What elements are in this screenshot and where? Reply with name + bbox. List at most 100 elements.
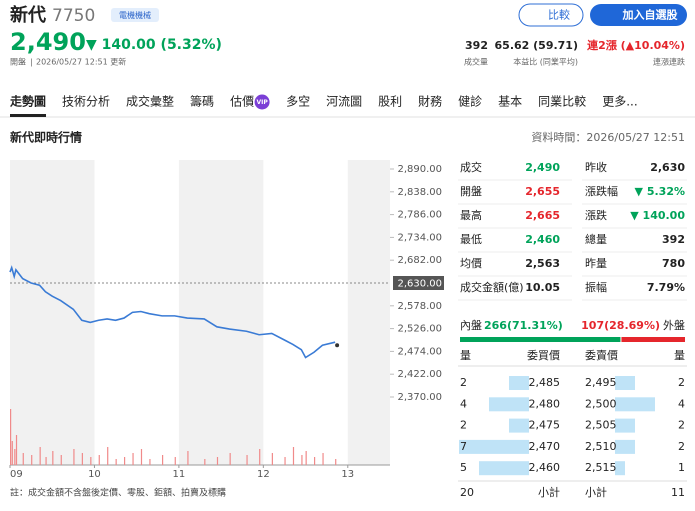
- tab[interactable]: 技術分析: [62, 95, 110, 109]
- compare-label[interactable]: 比較: [548, 8, 570, 22]
- quote-label: 成交金額(億): [460, 280, 524, 294]
- quote-value: ▼ 140.00: [630, 209, 685, 222]
- quote-value: 392: [662, 233, 685, 246]
- volume-bar: [259, 449, 261, 465]
- session-band: [178, 160, 264, 465]
- bid-qty: 2: [460, 376, 467, 389]
- ref-label: 2,630.00: [397, 279, 442, 290]
- volume-bar: [39, 447, 41, 465]
- ask-bar: [615, 418, 635, 433]
- tab[interactable]: 走勢圖: [10, 94, 46, 109]
- ask-total: 11: [671, 486, 685, 499]
- volume-bar: [73, 449, 75, 465]
- ask-price: 2,510: [585, 440, 617, 453]
- bid-bar: [509, 376, 529, 390]
- volume-bar: [52, 451, 54, 465]
- ask-bar: [615, 461, 625, 476]
- y-tick-label: 2,734.00: [397, 232, 442, 243]
- quote-label: 成交: [460, 160, 482, 174]
- quote-label: 最低: [460, 233, 482, 246]
- price-change: ▼ 140.00 (5.32%): [86, 37, 222, 53]
- bid-price: 2,460: [529, 461, 561, 474]
- bid-bar: [489, 397, 529, 412]
- industry-badge[interactable]: 電機機械: [119, 10, 151, 20]
- volume-bar: [292, 447, 295, 465]
- bid-bar: [479, 461, 529, 476]
- outer-value: 107(28.69%): [581, 319, 660, 332]
- tab[interactable]: 更多...: [602, 95, 637, 109]
- y-tick-label: 2,474.00: [397, 346, 442, 357]
- tab[interactable]: 基本: [498, 95, 522, 109]
- bid-bar: [509, 418, 529, 433]
- book-header: 量: [460, 349, 471, 362]
- compare-button[interactable]: [518, 3, 584, 27]
- watchlist-label[interactable]: 加入自選股: [622, 8, 679, 22]
- volume-bar: [187, 451, 189, 465]
- outer-label: 外盤: [663, 319, 685, 332]
- quote-label: 均價: [460, 256, 482, 270]
- badge-bg: [111, 8, 159, 22]
- quote-value: 2,490: [525, 161, 560, 174]
- volume-bar: [204, 459, 206, 465]
- volume-bar: [314, 457, 316, 465]
- volume-bar: [174, 457, 176, 465]
- quote-label: 漲跌幅: [585, 184, 618, 198]
- volume-bar: [162, 455, 164, 465]
- ask-price: 2,505: [585, 419, 617, 432]
- footnote: 註：成交金額不含盤後定價、零股、鉅額、拍賣及標購: [10, 487, 226, 499]
- bid-price: 2,485: [529, 376, 561, 389]
- tab[interactable]: 同業比較: [538, 94, 586, 109]
- ask-bar: [615, 397, 655, 412]
- quote-value: 2,665: [525, 209, 560, 222]
- quote-value: 10.05: [525, 281, 560, 294]
- tab[interactable]: 河流圖: [326, 95, 362, 109]
- inner-label: 內盤: [460, 319, 482, 332]
- ask-price: 2,515: [585, 461, 617, 474]
- y-tick-label: 2,526.00: [397, 324, 442, 335]
- tab[interactable]: 籌碼: [190, 95, 214, 109]
- quote-value: 780: [662, 257, 685, 270]
- bid-price: 2,470: [529, 440, 561, 453]
- tab[interactable]: 成交彙整: [126, 94, 174, 109]
- last-point: [335, 343, 340, 348]
- volume-bar: [305, 451, 307, 465]
- volume-bar: [60, 455, 62, 465]
- stat-value: 連2漲 (▲10.04%): [587, 38, 685, 52]
- ask-qty: 2: [678, 440, 685, 453]
- outer-bar: [621, 337, 685, 342]
- quote-value: 2,460: [525, 233, 560, 246]
- volume-bar: [90, 457, 92, 465]
- section-time: 資料時間：2026/05/27 12:51: [531, 130, 685, 144]
- watchlist-button[interactable]: [590, 4, 687, 26]
- tab[interactable]: 股利: [378, 95, 402, 109]
- x-tick-label: 12: [257, 469, 270, 480]
- ask-bar: [615, 376, 635, 390]
- inner-bar: [460, 337, 621, 342]
- tab[interactable]: 多空: [286, 95, 310, 109]
- volume-bar: [31, 455, 33, 465]
- stat-label: 連漲連跌: [653, 57, 685, 67]
- volume-bar: [22, 453, 24, 465]
- stat-label: 本益比 (同業平均): [513, 57, 578, 67]
- bid-qty: 7: [460, 440, 467, 453]
- tab[interactable]: 財務: [418, 94, 442, 109]
- volume-bar: [284, 457, 286, 465]
- ask-qty: 1: [678, 461, 685, 474]
- volume-bar: [81, 453, 83, 465]
- session: 開盤: [10, 57, 26, 67]
- subtotal-label: 小計: [585, 485, 607, 499]
- volume-bar: [15, 435, 18, 465]
- bid-qty: 5: [460, 461, 467, 474]
- quote-label: 昨收: [585, 160, 607, 174]
- quote-value: 7.79%: [647, 281, 685, 294]
- volume-bar: [229, 453, 231, 465]
- quote-value: 2,630: [650, 161, 685, 174]
- volume-bar: [132, 453, 134, 465]
- tab[interactable]: 估價: [230, 95, 254, 109]
- volume-bar: [124, 457, 126, 465]
- tab[interactable]: 健診: [458, 94, 482, 109]
- volume-bar: [216, 457, 219, 465]
- price: 2,490: [10, 28, 86, 56]
- vip-label: VIP: [256, 99, 268, 106]
- y-tick-label: 2,370.00: [397, 392, 442, 403]
